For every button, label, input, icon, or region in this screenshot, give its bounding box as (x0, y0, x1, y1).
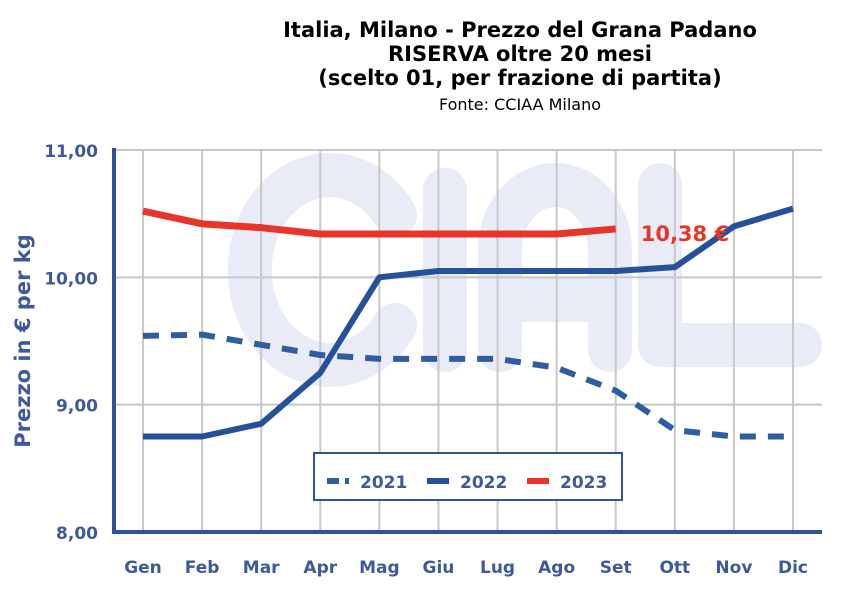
x-tick-label: Giu (423, 558, 455, 578)
series-line-2021 (142, 331, 793, 440)
watermark-letter-c (227, 153, 417, 387)
annotation-label: 10,38 € (641, 222, 729, 246)
y-tick-label: 8,00 (56, 524, 98, 544)
x-tick-label: Apr (303, 558, 337, 578)
x-tick-label: Set (600, 558, 632, 578)
y-tick-label: 11,00 (44, 142, 98, 162)
legend-label-2022: 2022 (460, 473, 507, 493)
watermark-letter-l (638, 163, 822, 367)
chart-title-line-1: Italia, Milano - Prezzo del Grana Padano (283, 18, 757, 42)
x-tick-label: Ago (538, 558, 575, 578)
legend-box (313, 452, 623, 501)
x-tick-label: Gen (124, 558, 162, 578)
watermark-letter-a (478, 163, 632, 372)
chart-title-line-3: (scelto 01, per frazione di partita) (318, 66, 722, 90)
x-tick-label: Dic (778, 558, 808, 578)
x-tick-label: Mar (243, 558, 280, 578)
y-axis-label: Prezzo in € per kg (11, 234, 35, 448)
watermark-logo (227, 153, 822, 387)
legend-label-2023: 2023 (560, 473, 607, 493)
x-tick-label: Lug (480, 558, 515, 578)
chart-title-line-2: RISERVA oltre 20 mesi (388, 42, 652, 66)
series-line-2022 (143, 205, 794, 440)
chart-subtitle: Fonte: CCIAA Milano (438, 95, 602, 114)
x-tick-label: Feb (185, 558, 220, 578)
y-tick-label: 10,00 (44, 269, 98, 289)
legend-label-2021: 2021 (360, 473, 407, 493)
x-tick-label: Nov (715, 558, 752, 578)
y-tick-label: 9,00 (56, 397, 98, 417)
x-tick-label: Mag (359, 558, 400, 578)
x-tick-label: Ott (659, 558, 690, 578)
